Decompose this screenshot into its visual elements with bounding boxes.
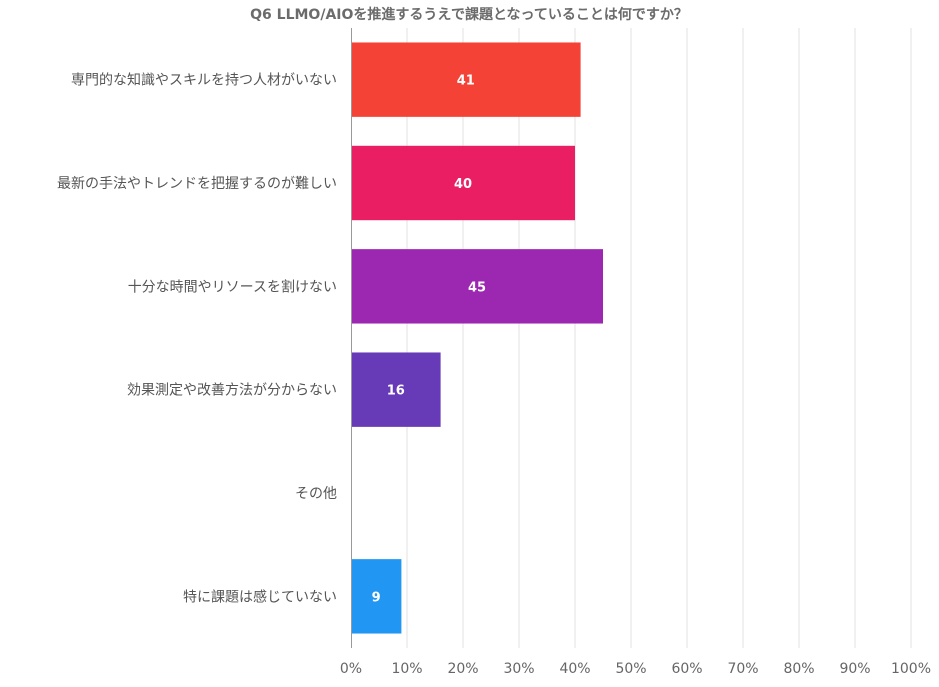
- bar: [351, 42, 581, 117]
- category-labels: 専門的な知識やスキルを持つ人材がいない最新の手法やトレンドを把握するのが難しい十…: [57, 72, 337, 606]
- gridlines: [406, 28, 912, 648]
- x-tick-label: 40%: [559, 661, 590, 677]
- chart-title: Q6 LLMO/AIOを推進するうえで課題となっていることは何ですか？: [250, 6, 688, 23]
- bar-value-label: 9: [372, 590, 381, 605]
- bar: [351, 145, 575, 221]
- bar: [351, 352, 441, 427]
- x-tick-label: 80%: [783, 661, 814, 677]
- x-tick-label: 10%: [391, 661, 422, 677]
- bar-value-label: 16: [387, 384, 405, 399]
- category-label: その他: [295, 486, 337, 502]
- category-label: 特に課題は感じていない: [183, 588, 337, 605]
- bar: [351, 249, 603, 324]
- x-tick-label: 20%: [447, 661, 478, 677]
- bar-value-label: 45: [468, 280, 486, 295]
- x-tick-label: 70%: [727, 661, 758, 677]
- category-label: 十分な時間やリソースを割けない: [128, 278, 337, 295]
- x-tick-label: 90%: [839, 661, 870, 677]
- x-tick-label: 100%: [891, 661, 931, 677]
- category-label: 専門的な知識やスキルを持つ人材がいない: [71, 72, 337, 89]
- bar-value-label: 41: [457, 74, 475, 89]
- bars: 41 40 45 16 9: [351, 42, 603, 634]
- bar: [351, 559, 402, 634]
- x-tick-label: 0%: [340, 661, 362, 677]
- x-tick-labels: 0% 10% 20% 30% 40% 50% 60% 70% 80% 90% 100%: [340, 661, 931, 677]
- bar-value-label: 40: [454, 177, 472, 192]
- category-label: 効果測定や改善方法が分からない: [127, 383, 337, 399]
- x-tick-label: 50%: [615, 661, 646, 677]
- category-label: 最新の手法やトレンドを把握するのが難しい: [57, 176, 337, 192]
- x-tick-label: 30%: [503, 661, 534, 677]
- x-tick-label: 60%: [671, 661, 702, 677]
